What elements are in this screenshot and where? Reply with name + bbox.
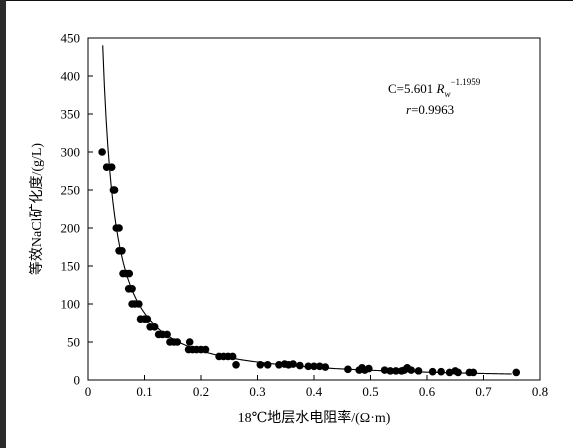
correlation-value: =0.9963 [411,102,454,117]
data-point [296,361,304,370]
data-point [185,338,194,346]
x-tick-label: 0.8 [532,384,548,399]
x-tick-label: 0.6 [419,384,436,399]
data-point [392,367,400,375]
data-point [304,362,313,371]
correlation-annotation: r=0.9963 [406,102,454,117]
data-point [344,365,352,374]
data-point [228,352,237,361]
data-point [469,368,478,377]
x-tick-label: 0.2 [193,384,209,399]
data-point [512,368,521,377]
data-point [163,330,171,339]
y-tick-label: 400 [61,69,81,84]
data-point [315,362,324,371]
y-tick-label: 200 [61,221,81,236]
data-point [414,367,423,375]
data-point [289,360,297,368]
x-tick-label: 0 [85,384,92,399]
equation-annotation: C=5.601 Rw−1.1959 [388,77,481,99]
data-point [143,315,152,324]
data-point [201,345,210,354]
data-point [115,224,123,232]
equation-subscript: w [444,89,450,99]
data-point [428,367,437,376]
x-tick-label: 0.7 [475,384,492,399]
y-tick-label: 300 [61,145,81,160]
y-tick-label: 450 [61,31,81,46]
correlation-variable: r [406,102,412,117]
data-point [275,361,283,369]
data-point [380,366,389,374]
y-axis-ticks: 0 50 100 150 200 250 300 350 400 450 [61,31,93,388]
data-point [110,186,119,194]
data-point [125,269,134,278]
data-point [407,366,415,374]
data-point [310,362,318,371]
data-point [98,148,106,156]
data-point [135,300,143,308]
equation-variable: R [436,81,445,96]
data-point [386,367,395,375]
top-rule [6,0,573,1]
data-point [263,361,272,369]
x-tick-label: 0.4 [306,384,323,399]
x-tick-label: 0.3 [249,384,265,399]
y-tick-label: 0 [74,373,81,388]
y-tick-label: 150 [61,259,81,274]
equation-exponent: −1.1959 [450,77,480,87]
data-point [150,323,159,331]
data-point [365,364,373,373]
y-axis-title: 等效NaCl矿化度/(g/L) [28,143,45,276]
x-tick-label: 0.1 [136,384,152,399]
y-tick-label: 250 [61,183,81,198]
data-point [454,368,462,377]
equation-lhs: C=5.601 [388,81,437,96]
y-tick-label: 50 [67,335,80,350]
data-points [98,148,521,377]
y-tick-label: 350 [61,107,81,122]
data-point [107,163,116,171]
left-edge-strip [0,0,6,448]
data-point [128,285,136,293]
y-tick-label: 100 [61,297,81,312]
x-axis-title: 18℃地层水电阻率/(Ω·m) [238,409,391,426]
data-point [118,247,126,255]
data-point [437,367,445,376]
data-point [232,361,240,369]
x-axis-ticks: 0 0.1 0.2 0.3 0.4 0.5 0.6 0.7 0.8 [85,375,548,399]
data-point [256,361,265,369]
data-point [173,338,182,346]
x-tick-label: 0.5 [362,384,378,399]
data-point [321,363,330,371]
